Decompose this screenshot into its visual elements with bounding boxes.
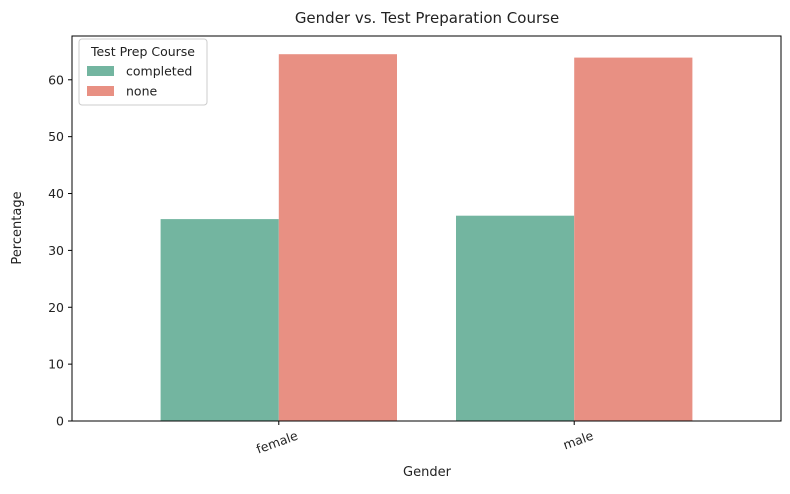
y-axis-label: Percentage [10,191,25,264]
y-tick-label: 0 [56,414,64,429]
bar-completed-male [456,215,575,421]
y-tick-label: 20 [48,300,64,315]
y-tick-label: 50 [48,129,64,144]
plot-frame [71,35,782,422]
y-tick-label: 40 [48,186,64,201]
x-axis-label: Gender [403,465,452,480]
legend-label-none: none [126,84,157,99]
bar-completed-female [160,219,279,421]
bars-group [160,54,693,421]
y-tick-label: 60 [48,72,64,87]
y-tick-label: 30 [48,243,64,258]
legend-swatch-none [87,86,114,96]
y-tick-label: 10 [48,357,64,372]
legend-label-completed: completed [126,64,192,79]
legend-items: completed none [87,64,192,99]
legend-title: Test Prep Course [90,44,195,59]
x-tick-label-female: female [254,428,300,457]
x-tick-label-male: male [561,428,596,453]
y-axis: 0 10 20 30 40 50 60 [48,72,72,429]
bar-none-male [574,57,693,421]
chart-title: Gender vs. Test Preparation Course [295,9,559,27]
bar-none-female [278,54,397,421]
legend-swatch-completed [87,66,114,76]
legend: Test Prep Course completed none [78,38,208,106]
x-axis: female male [254,421,596,457]
